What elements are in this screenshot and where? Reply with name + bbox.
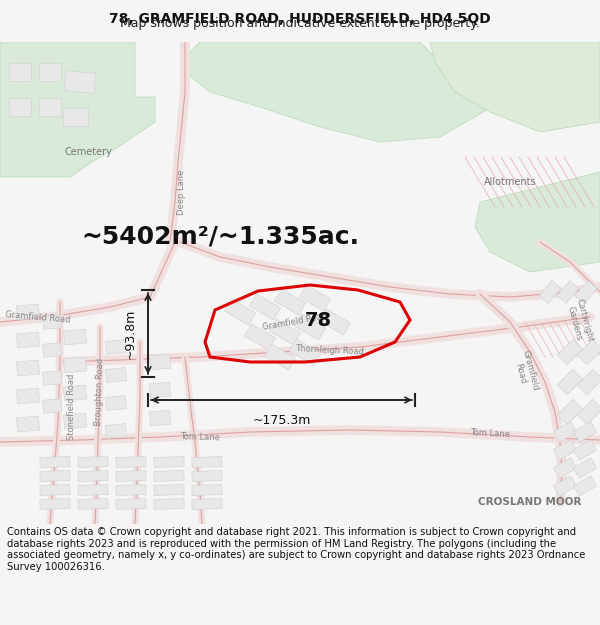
Polygon shape xyxy=(106,368,127,382)
Text: Cartwright
Gardens: Cartwright Gardens xyxy=(565,298,595,346)
Text: Thornleigh Road: Thornleigh Road xyxy=(295,344,365,356)
Polygon shape xyxy=(185,42,500,142)
Text: Tom Lane: Tom Lane xyxy=(180,432,220,442)
Text: Stonefield Road: Stonefield Road xyxy=(67,374,77,440)
Polygon shape xyxy=(40,499,70,509)
Polygon shape xyxy=(0,42,155,177)
Polygon shape xyxy=(106,396,127,411)
Polygon shape xyxy=(116,499,146,509)
Polygon shape xyxy=(574,422,596,442)
Polygon shape xyxy=(64,71,96,93)
Text: Allotments: Allotments xyxy=(484,177,536,187)
Polygon shape xyxy=(192,499,222,509)
Polygon shape xyxy=(64,357,86,373)
Polygon shape xyxy=(9,98,31,116)
Text: Contains OS data © Crown copyright and database right 2021. This information is : Contains OS data © Crown copyright and d… xyxy=(7,527,586,572)
Polygon shape xyxy=(574,440,596,460)
Polygon shape xyxy=(574,458,596,478)
Text: Map shows position and indicative extent of the property.: Map shows position and indicative extent… xyxy=(120,18,480,30)
Polygon shape xyxy=(265,344,296,370)
Polygon shape xyxy=(299,285,331,311)
Polygon shape xyxy=(192,456,222,468)
Polygon shape xyxy=(16,304,40,320)
Text: 78, GRAMFIELD ROAD, HUDDERSFIELD, HD4 5QD: 78, GRAMFIELD ROAD, HUDDERSFIELD, HD4 5Q… xyxy=(109,12,491,26)
Polygon shape xyxy=(475,172,600,272)
Polygon shape xyxy=(557,399,583,425)
Polygon shape xyxy=(557,281,579,304)
Polygon shape xyxy=(154,456,184,468)
Polygon shape xyxy=(192,471,222,481)
Polygon shape xyxy=(106,339,127,354)
Polygon shape xyxy=(250,294,281,320)
Polygon shape xyxy=(106,424,127,438)
Polygon shape xyxy=(43,315,62,329)
Text: Deep Lane: Deep Lane xyxy=(178,169,187,214)
Polygon shape xyxy=(40,456,70,468)
Polygon shape xyxy=(289,339,320,365)
Text: ~93.8m: ~93.8m xyxy=(124,308,137,359)
Polygon shape xyxy=(43,342,62,357)
Polygon shape xyxy=(9,63,31,81)
Polygon shape xyxy=(78,456,108,468)
Polygon shape xyxy=(577,399,600,425)
Polygon shape xyxy=(154,484,184,496)
Polygon shape xyxy=(575,281,597,304)
Text: Broughton Road: Broughton Road xyxy=(94,358,106,426)
Polygon shape xyxy=(553,440,577,460)
Polygon shape xyxy=(553,476,577,496)
Polygon shape xyxy=(319,309,350,335)
Polygon shape xyxy=(274,289,305,315)
Polygon shape xyxy=(244,324,275,350)
Polygon shape xyxy=(40,471,70,481)
Polygon shape xyxy=(574,476,596,496)
Polygon shape xyxy=(16,332,40,348)
Text: Gramfield Road: Gramfield Road xyxy=(262,312,328,332)
Polygon shape xyxy=(295,314,326,340)
Polygon shape xyxy=(16,360,40,376)
Polygon shape xyxy=(154,471,184,481)
Polygon shape xyxy=(40,484,70,496)
Polygon shape xyxy=(62,108,88,126)
Polygon shape xyxy=(149,382,170,398)
Polygon shape xyxy=(149,354,170,370)
Polygon shape xyxy=(577,369,600,395)
Polygon shape xyxy=(553,422,577,442)
Text: Tom Lane: Tom Lane xyxy=(470,429,510,439)
Polygon shape xyxy=(116,484,146,496)
Polygon shape xyxy=(64,329,86,345)
Polygon shape xyxy=(553,458,577,478)
Polygon shape xyxy=(64,413,86,429)
Text: 78: 78 xyxy=(304,311,332,329)
Polygon shape xyxy=(557,339,583,365)
Polygon shape xyxy=(539,281,561,304)
Polygon shape xyxy=(16,416,40,432)
Polygon shape xyxy=(269,319,301,345)
Polygon shape xyxy=(154,499,184,509)
Polygon shape xyxy=(64,385,86,401)
Polygon shape xyxy=(557,369,583,395)
Polygon shape xyxy=(577,339,600,365)
Polygon shape xyxy=(78,484,108,496)
Polygon shape xyxy=(78,499,108,509)
Polygon shape xyxy=(116,471,146,481)
Polygon shape xyxy=(43,399,62,413)
Text: ~175.3m: ~175.3m xyxy=(253,414,311,426)
Polygon shape xyxy=(430,42,600,132)
Polygon shape xyxy=(39,63,61,81)
Polygon shape xyxy=(149,410,170,426)
Polygon shape xyxy=(43,371,62,385)
Text: CROSLAND MOOR: CROSLAND MOOR xyxy=(478,497,581,507)
Text: Cemetery: Cemetery xyxy=(64,147,112,157)
Polygon shape xyxy=(78,471,108,481)
Polygon shape xyxy=(39,98,61,116)
Text: Gramfield Road: Gramfield Road xyxy=(5,309,71,324)
Polygon shape xyxy=(116,456,146,468)
Polygon shape xyxy=(192,484,222,496)
Text: Gramfield
Road: Gramfield Road xyxy=(510,349,540,394)
Text: ~5402m²/~1.335ac.: ~5402m²/~1.335ac. xyxy=(81,225,359,249)
Polygon shape xyxy=(224,299,256,325)
Polygon shape xyxy=(16,388,40,404)
